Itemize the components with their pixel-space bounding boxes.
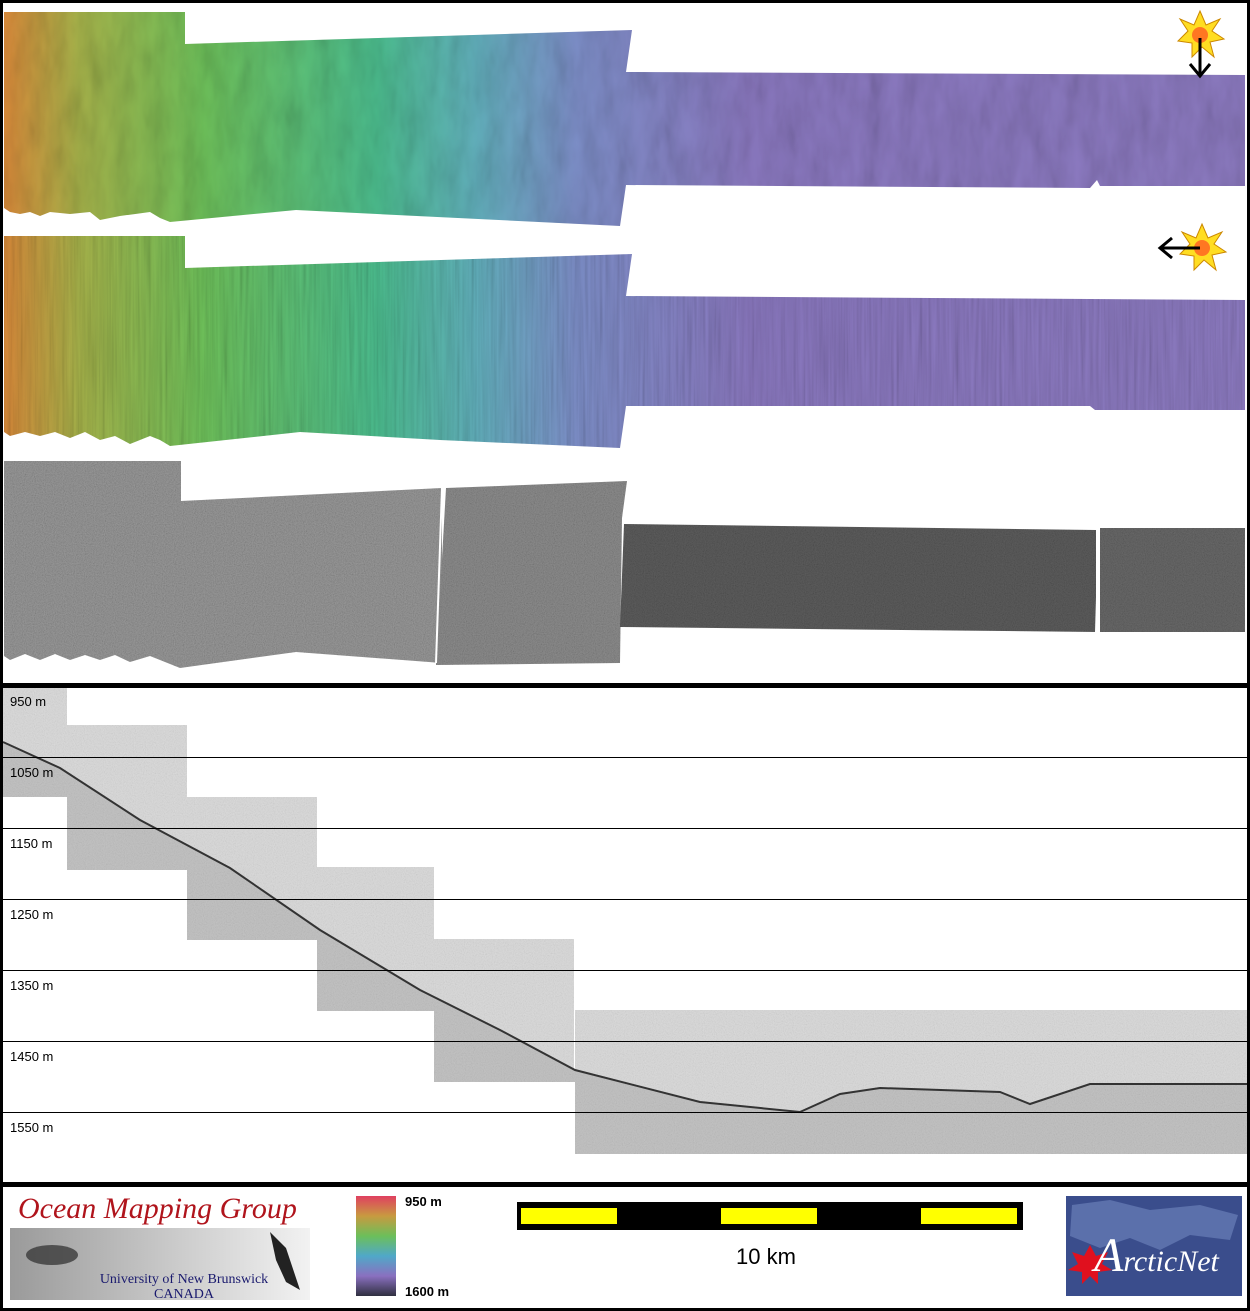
colorbar-top-label: 950 m <box>405 1194 442 1209</box>
omg-title: Ocean Mapping Group <box>18 1192 297 1225</box>
depth-label-1450: 1450 m <box>10 1049 54 1064</box>
backscatter-panel <box>4 461 1245 668</box>
swath-seam <box>1095 527 1100 633</box>
depth-label-1150: 1150 m <box>10 836 53 851</box>
seafloor-reflector <box>2 741 1247 1114</box>
depth-gridline <box>3 828 1247 829</box>
depth-label-1350: 1350 m <box>10 978 54 993</box>
arcticnet-logo <box>1066 1196 1242 1296</box>
depth-label-950: 950 m <box>10 694 47 709</box>
swath-seam <box>435 487 443 664</box>
depth-gridline <box>3 757 1247 758</box>
arcticnet-rest: rcticNet <box>1123 1245 1219 1278</box>
depth-label-1050: 1050 m <box>10 765 54 780</box>
colorbar-bottom-label: 1600 m <box>405 1284 450 1299</box>
depth-gridline <box>3 970 1247 971</box>
imagery-panel-border <box>0 0 1250 686</box>
depth-gridline <box>3 899 1247 900</box>
legend-panel-border <box>0 1184 1250 1311</box>
scale-bar <box>517 1202 1023 1230</box>
depth-colorbar <box>356 1196 396 1296</box>
sun-illumination-icon <box>1178 222 1228 272</box>
arrow-left-icon <box>1157 236 1200 260</box>
omg-university: University of New Brunswick <box>99 1272 269 1287</box>
bathymetry-panel-east-sun <box>4 236 1245 448</box>
arcticnet-initial: A <box>1094 1229 1124 1282</box>
sun-illumination-icon <box>1176 9 1226 59</box>
depth-gridline <box>3 1112 1247 1113</box>
omg-country: CANADA <box>154 1287 214 1302</box>
depth-label-1550: 1550 m <box>10 1120 54 1135</box>
arcticnet-wordmark: ArcticNet <box>1094 1228 1219 1283</box>
scale-bar-label: 10 km <box>736 1244 796 1269</box>
depth-gridline <box>3 1041 1247 1042</box>
profile-panel-border <box>0 685 1250 1185</box>
depth-label-1250: 1250 m <box>10 907 54 922</box>
bathymetry-panel-north-sun <box>4 12 1245 226</box>
ocean-mapping-group-logo <box>10 1228 310 1300</box>
arrow-down-icon <box>1188 38 1212 79</box>
